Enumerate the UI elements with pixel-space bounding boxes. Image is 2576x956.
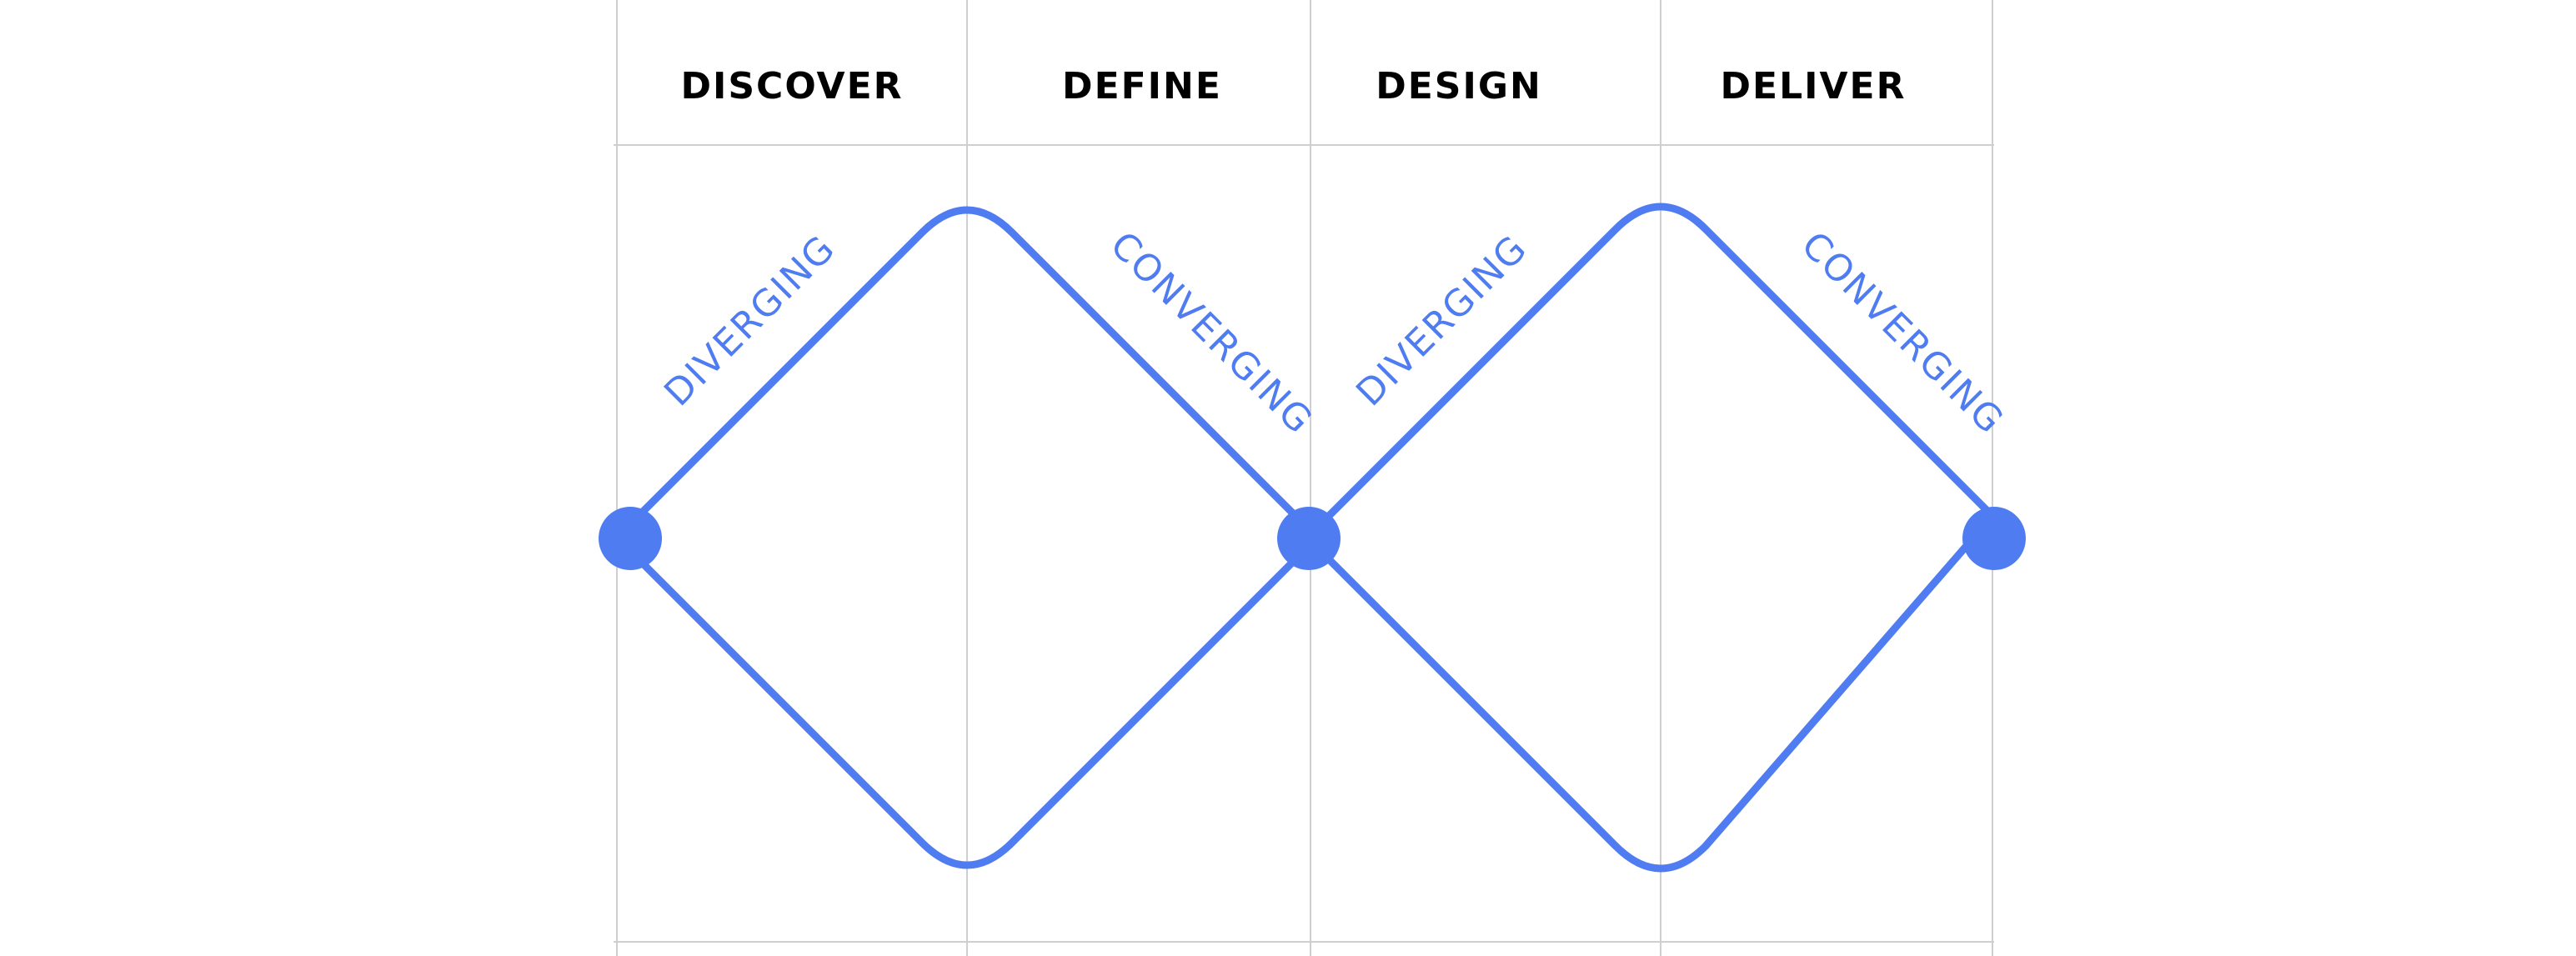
diverging-label-1: DIVERGING [656,227,844,414]
converging-label-1: CONVERGING [1102,223,1321,443]
phase-headings: DISCOVER DEFINE DESIGN DELIVER [680,65,1907,108]
converging-label-2: CONVERGING [1793,223,2012,443]
phase-define: DEFINE [1062,65,1222,108]
end-node [1962,507,2026,570]
start-node [599,507,662,570]
phase-discover: DISCOVER [680,65,903,108]
nodes [599,507,2026,570]
diverging-label-2: DIVERGING [1348,227,1536,414]
phase-design: DESIGN [1376,65,1542,108]
grid [614,0,1994,956]
phase-deliver: DELIVER [1721,65,1907,108]
middle-node [1277,507,1341,570]
